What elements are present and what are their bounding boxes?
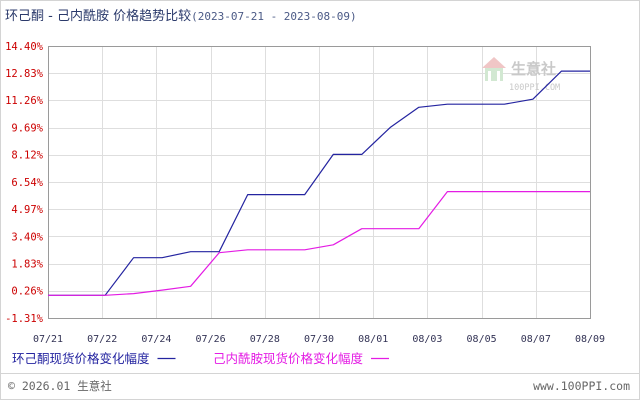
plot-area-border: [48, 46, 591, 319]
watermark-brand: 生意社: [511, 60, 556, 78]
logo-icon: [482, 57, 506, 81]
series-line-1: [48, 70, 590, 296]
x-tick-label: 07/30: [304, 334, 334, 345]
x-tick-label: 07/28: [250, 334, 280, 345]
legend-label-1: 环己酮现货价格变化幅度: [12, 351, 150, 366]
y-tick-label: 3.40%: [11, 231, 43, 243]
chart-date-range: (2023-07-21 - 2023-08-09): [191, 10, 357, 23]
footer-copyright: © 2026.01 生意社: [8, 379, 112, 393]
series-lines: [48, 70, 590, 296]
y-tick-label: -1.31%: [5, 313, 44, 325]
series-line-2: [48, 191, 590, 296]
y-tick-label: 0.26%: [11, 286, 43, 298]
watermark-site: 100PPI.COM: [509, 83, 560, 93]
watermark: 生意社 100PPI.COM: [482, 57, 560, 93]
x-axis-tick-labels: 07/21 07/22 07/24 07/26 07/28 07/30 08/01 08/03…: [33, 334, 605, 345]
y-tick-label: 9.69%: [11, 122, 43, 134]
x-tick-label: 08/03: [412, 334, 442, 345]
y-tick-label: 12.83%: [5, 68, 44, 80]
legend: 环己酮现货价格变化幅度 己内酰胺现货价格变化幅度: [12, 351, 389, 366]
x-tick-label: 07/26: [196, 334, 226, 345]
x-tick-label: 07/24: [141, 334, 171, 345]
x-tick-label: 07/22: [87, 334, 117, 345]
chart-title: 环己酮 - 己内酰胺 价格趋势比较(2023-07-21 - 2023-08-0…: [5, 8, 357, 24]
x-tick-label: 08/09: [575, 334, 605, 345]
x-tick-label: 07/21: [33, 334, 63, 345]
y-tick-label: 11.26%: [5, 95, 44, 107]
y-tick-label: 14.40%: [5, 41, 44, 53]
footer-site: www.100PPI.com: [533, 379, 630, 393]
x-tick-label: 08/01: [358, 334, 388, 345]
y-axis-tick-labels: 14.40% 12.83% 11.26% 9.69% 8.12% 6.54% 4.97% 3.…: [5, 41, 44, 325]
gridlines: [48, 46, 591, 319]
x-tick-label: 08/07: [521, 334, 551, 345]
y-tick-label: 4.97%: [11, 204, 43, 216]
chart-title-text: 环己酮 - 己内酰胺 价格趋势比较: [5, 8, 191, 24]
legend-label-2: 己内酰胺现货价格变化幅度: [213, 351, 364, 366]
y-tick-label: 1.83%: [11, 258, 43, 270]
y-tick-label: 6.54%: [11, 177, 43, 189]
x-tick-label: 08/05: [467, 334, 497, 345]
y-tick-label: 8.12%: [11, 150, 43, 162]
